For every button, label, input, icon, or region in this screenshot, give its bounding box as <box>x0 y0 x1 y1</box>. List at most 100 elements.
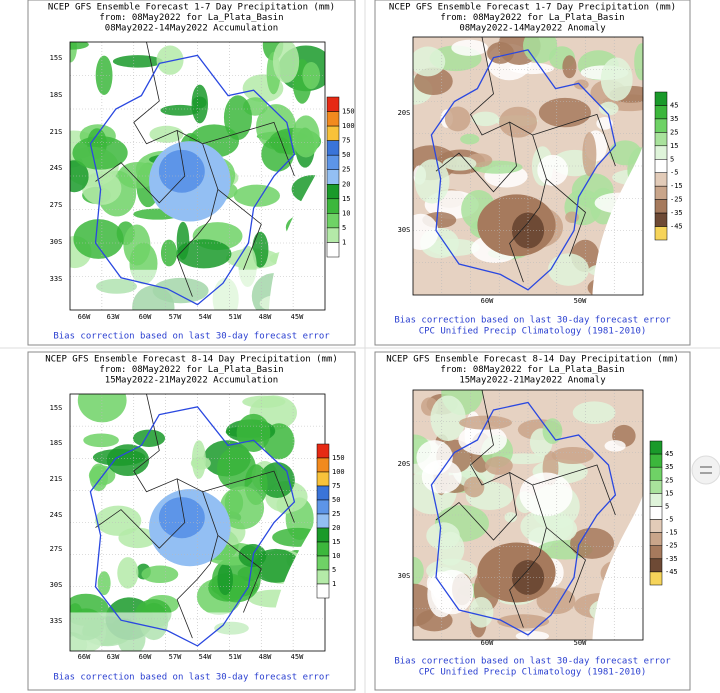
lat-label: 21S <box>50 128 63 136</box>
precip-shading <box>414 159 450 204</box>
lon-label: 66W <box>78 313 91 321</box>
country-border <box>435 390 616 628</box>
lon-label: 57W <box>169 653 182 661</box>
precip-shading <box>573 79 589 90</box>
precip-shading <box>252 231 269 268</box>
map-panel: NCEP GFS Ensemble Forecast 8-14 Day Prec… <box>27 351 356 691</box>
colorbar-box <box>654 226 668 241</box>
panel-title: NCEP GFS Ensemble Forecast 8-14 Day Prec… <box>45 355 338 365</box>
precip-shading <box>523 37 558 64</box>
precip-shading <box>444 106 471 132</box>
country-border <box>95 394 295 639</box>
precip-shading <box>160 104 200 116</box>
footnote: Bias correction based on last 30-day for… <box>394 657 671 667</box>
precip-shading <box>72 136 128 170</box>
precip-shading <box>547 253 589 286</box>
colorbar-label: 15 <box>342 195 350 203</box>
precip-shading <box>217 563 234 596</box>
lon-label: 60W <box>481 639 494 647</box>
precip-shading <box>95 55 113 96</box>
precip-shading <box>542 418 563 444</box>
precip-shading <box>460 133 480 145</box>
colorbar-label: 150 <box>342 108 355 116</box>
colorbar-label: -15 <box>665 529 678 537</box>
precip-shading <box>537 154 569 186</box>
panel-title: NCEP GFS Ensemble Forecast 1-7 Day Preci… <box>48 3 335 13</box>
precip-shading <box>89 463 108 492</box>
lat-label: 30S <box>50 581 63 589</box>
lon-label: 51W <box>229 313 242 321</box>
precip-shading <box>176 239 232 269</box>
precip-shading <box>106 444 150 477</box>
lat-label: 15S <box>50 404 63 412</box>
precip-shading <box>499 106 538 138</box>
colorbar-label: 5 <box>665 502 669 510</box>
colorbar-box <box>649 571 663 586</box>
lon-label: 45W <box>291 313 304 321</box>
colorbar-box <box>326 96 340 112</box>
precip-shading <box>112 55 163 68</box>
map-panel: NCEP GFS Ensemble Forecast 8-14 Day Prec… <box>374 351 691 691</box>
precip-shading <box>413 46 446 77</box>
lat-label: 24S <box>50 164 63 172</box>
footnote: CPC Unified Precip Climatology (1981-201… <box>419 668 647 678</box>
precip-shading <box>191 440 206 479</box>
panel-title: NCEP GFS Ensemble Forecast 1-7 Day Preci… <box>389 3 676 13</box>
precip-shading <box>504 512 517 523</box>
colorbar-label: -35 <box>670 209 683 217</box>
lat-label: 30S <box>50 238 63 246</box>
colorbar-label: 100 <box>342 122 355 130</box>
panel-title: NCEP GFS Ensemble Forecast 8-14 Day Prec… <box>386 355 679 365</box>
ocean <box>268 154 325 310</box>
colorbar-box <box>326 169 340 185</box>
precip-shading <box>553 517 578 541</box>
colorbar-box <box>316 457 330 473</box>
colorbar-box <box>654 159 668 173</box>
map-area <box>413 390 643 640</box>
colorbar-box <box>326 184 340 200</box>
colorbar-box <box>654 118 668 133</box>
basin-outline <box>430 49 617 291</box>
scroll-handle[interactable] <box>691 455 720 485</box>
ocean <box>592 145 643 295</box>
lon-label: 51W <box>229 653 242 661</box>
lat-label: 21S <box>50 475 63 483</box>
precip-shading <box>609 140 642 166</box>
handle-circle[interactable] <box>691 455 720 485</box>
colorbar-label: 25 <box>332 510 340 518</box>
colorbar-label: 1 <box>342 238 346 246</box>
colorbar-box <box>326 140 340 156</box>
colorbar-box <box>654 91 668 106</box>
colorbar-label: -15 <box>670 182 683 190</box>
colorbar-box <box>654 145 668 160</box>
colorbar-label: 5 <box>670 155 674 163</box>
footnote: Bias correction based on last 30-day for… <box>394 316 671 326</box>
precip-shading <box>413 213 439 250</box>
colorbar-box <box>326 125 340 141</box>
colorbar-box <box>316 499 330 515</box>
colorbar-label: 35 <box>670 115 678 123</box>
colorbar-box <box>654 199 668 214</box>
map-area <box>413 37 643 295</box>
precip-shading <box>292 115 320 158</box>
colorbar-label: -25 <box>665 542 678 550</box>
colorbar-label: 10 <box>332 552 340 560</box>
colorbar-label: 5 <box>342 224 346 232</box>
colorbar-box <box>654 172 668 187</box>
lat-label: 20S <box>398 109 411 117</box>
map-frame <box>412 36 644 296</box>
precip-shading <box>141 565 179 584</box>
map-frame <box>412 389 644 641</box>
precip-shading <box>223 95 252 141</box>
colorbar-box <box>326 213 340 229</box>
colorbar-label: 45 <box>665 450 673 458</box>
colorbar-label: 150 <box>332 454 345 462</box>
colorbar-box <box>649 453 663 468</box>
colorbar-label: 15 <box>670 142 678 150</box>
colorbar-box <box>316 443 330 459</box>
precip-shading <box>459 415 512 430</box>
panel-title: 08May2022-14May2022 Anomaly <box>459 24 606 34</box>
precip-shading <box>238 543 267 568</box>
colorbar-box <box>649 466 663 481</box>
precip-shading <box>582 132 597 177</box>
